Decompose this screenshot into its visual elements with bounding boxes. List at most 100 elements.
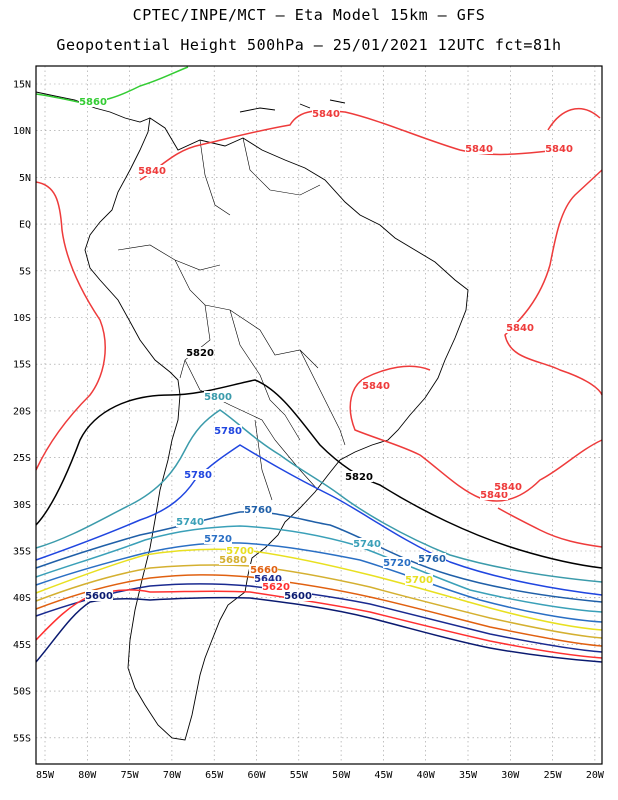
contour-label-bg xyxy=(186,347,214,358)
contour-label-5700: 5700 xyxy=(226,546,254,557)
contour-label-5840: 5840 xyxy=(480,490,508,501)
contour-label-bg xyxy=(353,538,381,549)
lon-tick-label: 45W xyxy=(374,770,393,781)
contour-5740 xyxy=(35,525,603,613)
contour-label-5740: 5740 xyxy=(353,539,381,550)
map-title: CPTEC/INPE/MCT – Eta Model 15km – GFS xyxy=(132,6,486,24)
contour-label-bg xyxy=(226,545,254,556)
lon-tick-label: 60W xyxy=(247,770,266,781)
contour-label-5840: 5840 xyxy=(494,482,522,493)
contour-label-5800: 5800 xyxy=(204,392,232,403)
coastline xyxy=(35,91,469,741)
contour-label-5840: 5840 xyxy=(312,109,340,120)
contour-5700 xyxy=(35,548,603,631)
lon-tick-label: 30W xyxy=(501,770,520,781)
contour-label-bg xyxy=(85,590,113,601)
contour-label-bg xyxy=(204,391,232,402)
contour-label-bg xyxy=(254,573,282,584)
contour-label-5600: 5600 xyxy=(284,591,312,602)
contour-label-bg xyxy=(138,165,166,176)
contour-label-5600: 5600 xyxy=(85,591,113,602)
contour-label-bg xyxy=(250,564,278,575)
contour-label-bg xyxy=(284,590,312,601)
map-frame xyxy=(35,65,603,765)
contour-label-bg xyxy=(480,489,508,500)
south-america-outline xyxy=(84,117,469,741)
lat-tick-label: 5S xyxy=(19,266,31,277)
contour-label-bg xyxy=(79,96,107,107)
lat-tick-label: 15N xyxy=(13,80,31,91)
contour-label-5700: 5700 xyxy=(405,575,433,586)
contour-label-5860: 5860 xyxy=(79,97,107,108)
contour-label-bg xyxy=(312,108,340,119)
contour-label-bg xyxy=(362,380,390,391)
lat-tick-label: 55S xyxy=(13,733,31,744)
lon-tick-label: 20W xyxy=(586,770,605,781)
contour-label-bg xyxy=(506,322,534,333)
contour-label-5620: 5620 xyxy=(262,582,290,593)
latitude-labels: 15N 10N 5N EQ 5S 10S 15S 20S 25S 30S 35S 40S 45S 50S 5… xyxy=(13,80,31,745)
contour-label-5840: 5840 xyxy=(506,323,534,334)
contour-label-5760: 5760 xyxy=(418,554,446,565)
contour-label-bg xyxy=(345,471,373,482)
height-contours xyxy=(35,66,603,663)
lon-tick-label: 35W xyxy=(459,770,478,781)
contour-label-bg xyxy=(405,574,433,585)
lat-tick-label: 50S xyxy=(13,687,31,698)
lat-tick-label: 10N xyxy=(13,126,31,137)
contour-label-bg xyxy=(244,504,272,515)
lon-tick-label: 65W xyxy=(205,770,224,781)
contour-5760 xyxy=(35,510,603,603)
contour-label-5820: 5820 xyxy=(186,348,214,359)
contour-label-5780: 5780 xyxy=(184,470,212,481)
contour-label-bg xyxy=(219,554,247,565)
contour-5680 xyxy=(35,564,603,639)
contour-label-5720: 5720 xyxy=(383,558,411,569)
lon-tick-label: 75W xyxy=(121,770,140,781)
lat-tick-label: 20S xyxy=(13,406,31,417)
contour-label-bg xyxy=(418,553,446,564)
country-borders xyxy=(117,137,346,501)
map-grid xyxy=(36,66,602,764)
contour-label-bg xyxy=(262,581,290,592)
contour-label-bg xyxy=(176,516,204,527)
contour-5660 xyxy=(35,574,603,647)
contour-5800 xyxy=(35,409,603,583)
lon-tick-label: 80W xyxy=(78,770,97,781)
lat-tick-label: 45S xyxy=(13,640,31,651)
contour-5780 xyxy=(35,444,603,596)
contour-5640 xyxy=(35,583,603,653)
contour-label-5720: 5720 xyxy=(204,534,232,545)
contour-5720 xyxy=(35,542,603,623)
contour-label-bg xyxy=(184,469,212,480)
contour-5840 xyxy=(36,80,602,547)
contour-label-5840: 5840 xyxy=(362,381,390,392)
lon-tick-label: 25W xyxy=(544,770,563,781)
lat-tick-label: EQ xyxy=(19,220,31,231)
lat-tick-label: 5N xyxy=(19,173,31,184)
contour-label-5780: 5780 xyxy=(214,426,242,437)
lat-tick-label: 35S xyxy=(13,547,31,558)
contour-label-bg xyxy=(204,533,232,544)
contour-label-5740: 5740 xyxy=(176,517,204,528)
lat-tick-label: 10S xyxy=(13,313,31,324)
lat-tick-label: 25S xyxy=(13,453,31,464)
contour-label-5820: 5820 xyxy=(345,472,373,483)
contour-label-5840: 5840 xyxy=(545,144,573,155)
contour-label-bg xyxy=(214,425,242,436)
border-lines xyxy=(117,137,346,501)
map-subtitle: Geopotential Height 500hPa – 25/01/2021 … xyxy=(56,36,562,54)
contour-label-5840: 5840 xyxy=(465,144,493,155)
longitude-labels: 85W 80W 75W 70W 65W 60W 55W 50W 45W 40W 35W 30W 25W 2… xyxy=(36,770,605,781)
lat-tick-label: 30S xyxy=(13,500,31,511)
contour-5600 xyxy=(35,596,603,663)
contour-label-bg xyxy=(465,143,493,154)
lon-tick-label: 40W xyxy=(417,770,436,781)
contour-label-bg xyxy=(545,143,573,154)
lat-tick-label: 15S xyxy=(13,360,31,371)
contour-label-5760: 5760 xyxy=(244,505,272,516)
caribbean-islands xyxy=(239,99,346,113)
central-america-outline xyxy=(35,91,151,123)
